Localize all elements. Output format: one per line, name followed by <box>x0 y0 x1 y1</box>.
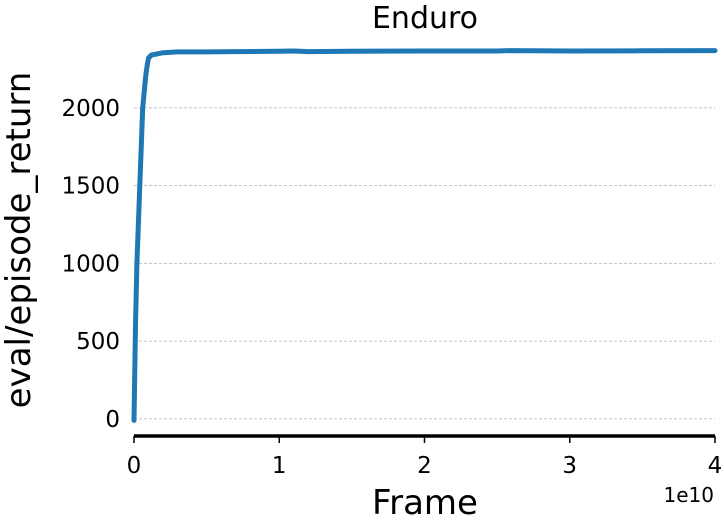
y-tick-label: 0 <box>105 407 120 433</box>
x-tick-label: 3 <box>562 453 577 479</box>
y-tick-label: 1500 <box>61 174 120 200</box>
y-tick-label: 1000 <box>61 251 120 277</box>
grid-lines <box>134 107 715 420</box>
x-axis-label: Frame <box>372 483 478 523</box>
x-axis: 0 1 2 3 4 <box>127 434 723 479</box>
y-axis-label: eval/episode_return <box>0 72 39 409</box>
x-tick-label: 1 <box>272 453 287 479</box>
x-offset-label: 1e10 <box>664 483 714 507</box>
series-group <box>131 48 718 423</box>
x-tick-label: 2 <box>417 453 432 479</box>
y-axis: 0 500 1000 1500 2000 <box>61 96 120 433</box>
y-tick-label: 2000 <box>61 96 120 122</box>
chart-title: Enduro <box>372 1 478 36</box>
y-tick-label: 500 <box>76 329 120 355</box>
x-tick-label: 4 <box>708 453 723 479</box>
x-tick-label: 0 <box>127 453 142 479</box>
series-line <box>131 48 718 423</box>
